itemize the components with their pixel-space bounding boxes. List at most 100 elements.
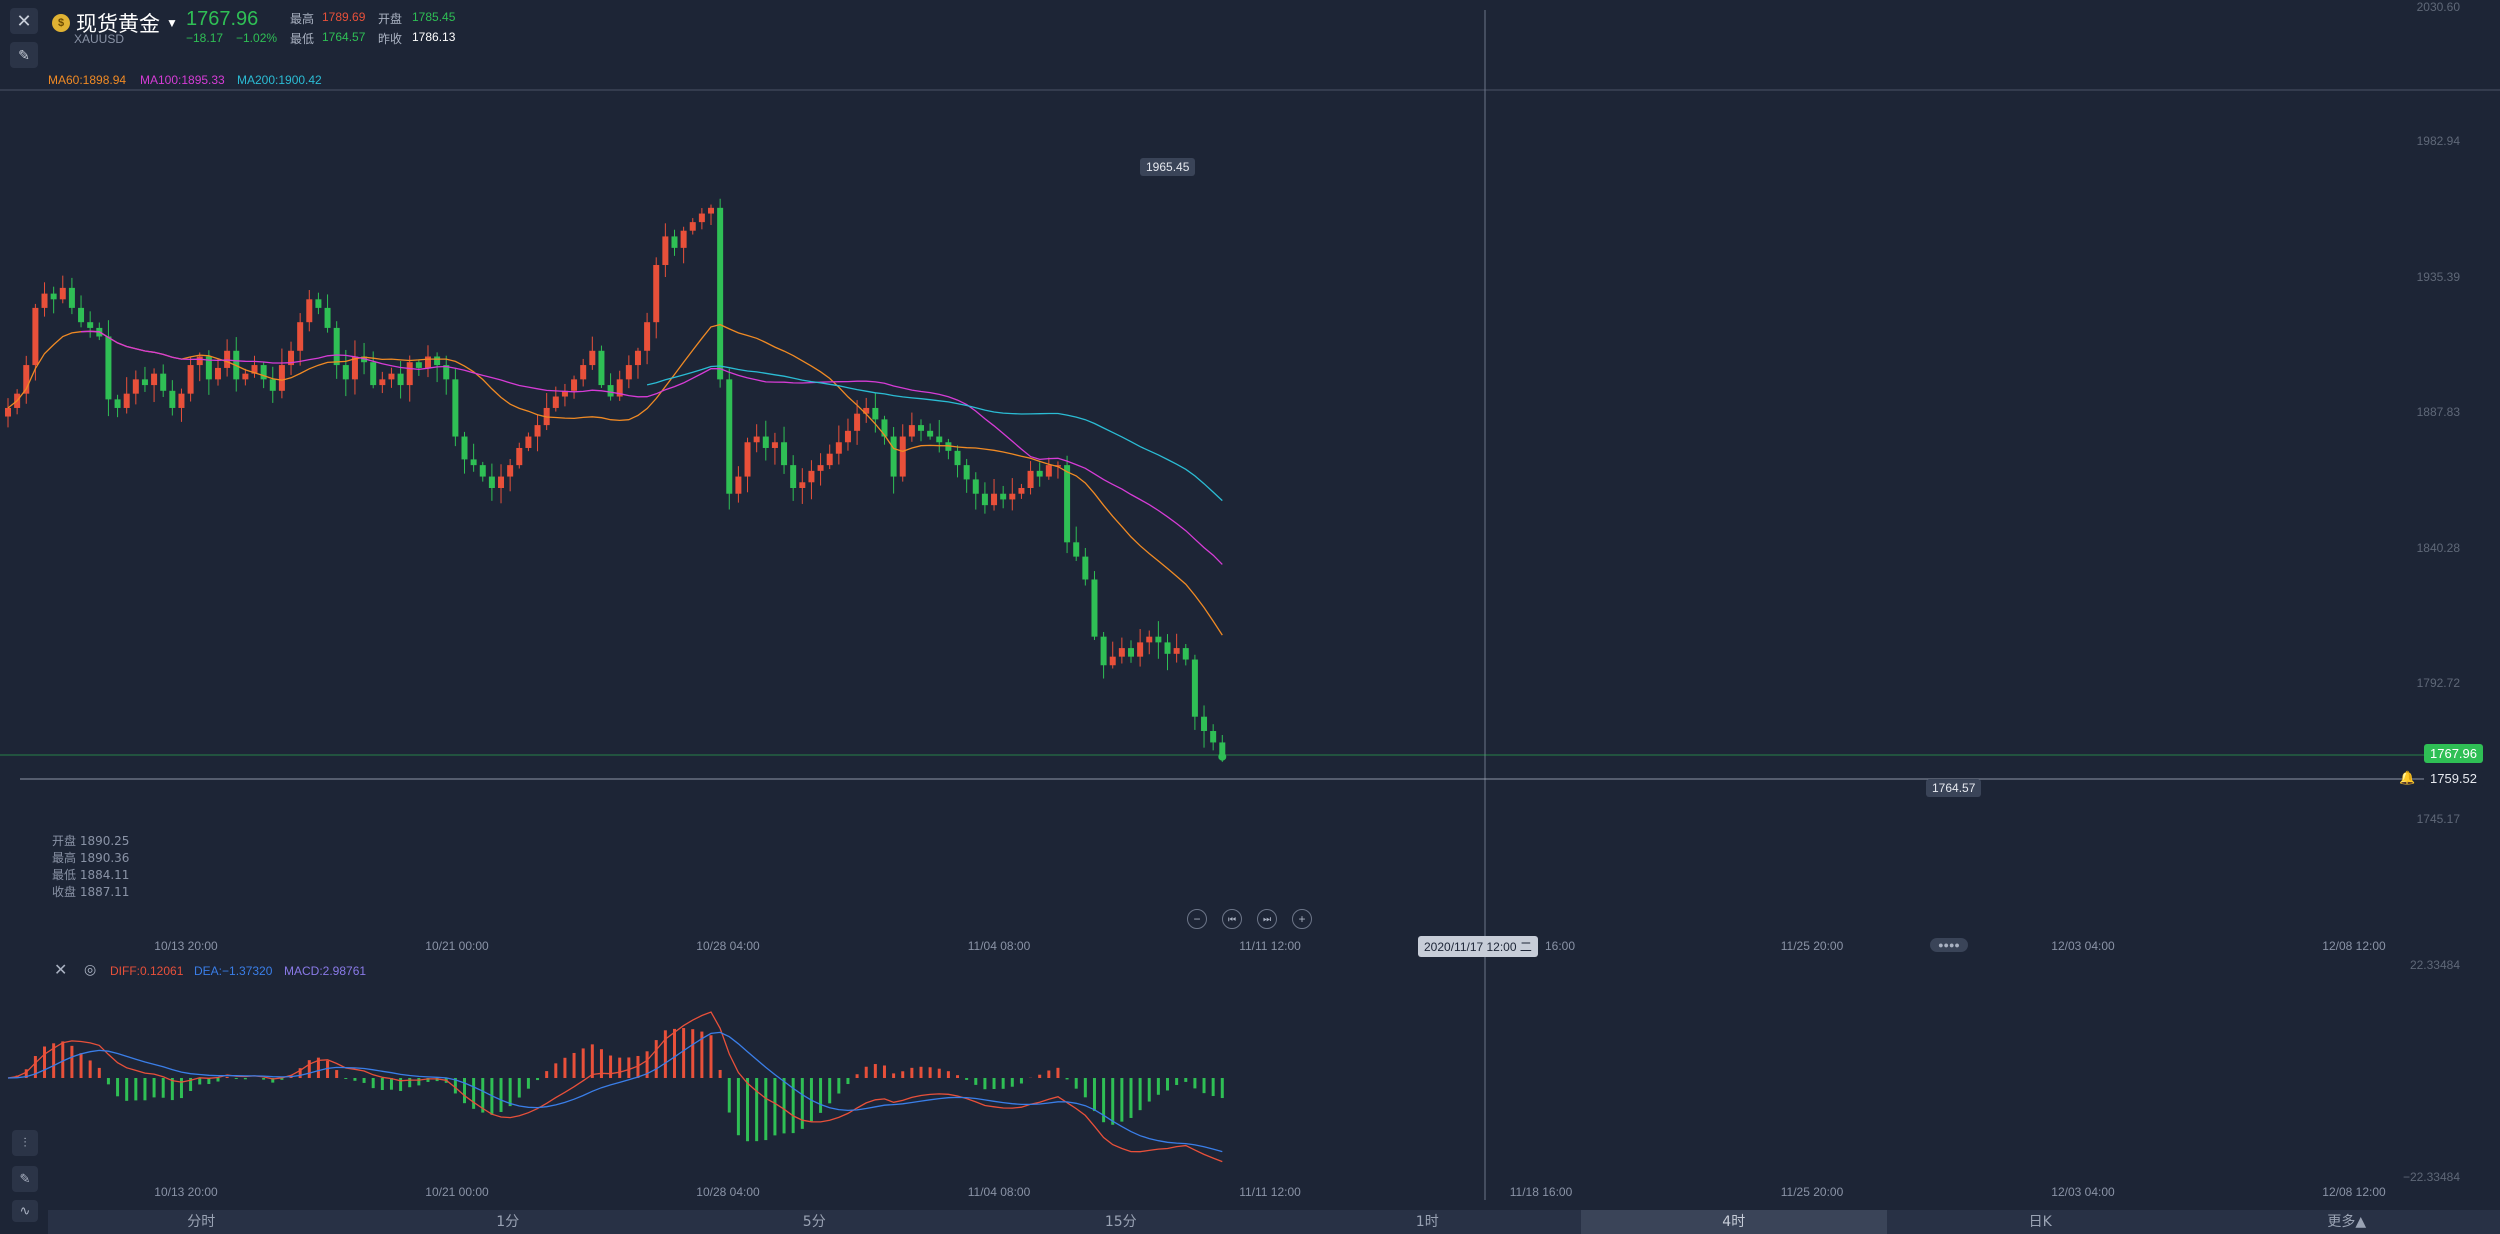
candle-body (936, 436, 943, 443)
candle-body (653, 265, 660, 323)
forward-button[interactable]: ⏭ (1257, 909, 1277, 929)
x-tick: 16:00 (1544, 939, 1576, 953)
candle-body (178, 393, 185, 408)
candle-body (214, 367, 221, 380)
y-tick: 1840.28 (2416, 541, 2460, 555)
ohlc-close: 收盘 1887.11 (52, 885, 130, 899)
macd-x-tick: 11/11 12:00 (1239, 1185, 1301, 1199)
price-change-pct: −1.02% (236, 31, 278, 45)
candle-body (242, 373, 249, 380)
macd-x-tick: 12/03 04:00 (2051, 1185, 2115, 1199)
candle-body (132, 379, 139, 394)
close-macd-icon[interactable]: ✕ (54, 962, 68, 979)
settings-icon[interactable]: ◎ (84, 961, 97, 977)
ma60-legend: MA60:1898.94 (48, 73, 127, 87)
x-tick: 11/04 08:00 (967, 939, 1031, 953)
symbol-name: 现货黄金 (76, 12, 160, 36)
candle-body (1054, 465, 1061, 467)
candle-body (78, 307, 85, 323)
candle-body (1082, 556, 1089, 580)
candle-body (680, 230, 687, 248)
candle-body (269, 379, 276, 391)
scroll-handle[interactable]: ●●●● (1930, 938, 1968, 952)
x-tick: 12/08 12:00 (2322, 939, 2386, 953)
x-tick: 12/03 04:00 (2051, 939, 2115, 953)
close-icon[interactable]: ✕ (10, 8, 38, 34)
candle-body (771, 442, 778, 448)
tab-more[interactable]: 更多▲ (2327, 1214, 2367, 1230)
candle-body (790, 465, 797, 489)
candle-body (260, 365, 267, 380)
candle-body (1027, 470, 1034, 489)
prev-close-label: 昨收 (378, 32, 403, 46)
tab-1min[interactable]: 1分 (496, 1214, 520, 1230)
zoom-out-button[interactable]: − (1187, 909, 1207, 929)
candle-body (890, 436, 897, 477)
candle-body (516, 447, 523, 466)
indicator-icon[interactable]: ⫶ (12, 1130, 38, 1156)
low-value: 1764.57 (322, 30, 366, 44)
current-price: 1767.96 (186, 8, 259, 30)
macd-y-bottom: −22.33484 (2402, 1170, 2460, 1184)
candle-body (844, 430, 851, 443)
candle-body (488, 476, 495, 489)
symbol-selector[interactable]: $ 现货黄金 ▼ (52, 8, 178, 38)
candle-body (1073, 542, 1080, 557)
candle-body (918, 425, 924, 431)
candle-body (1146, 636, 1153, 643)
tab-intraday[interactable]: 分时 (187, 1214, 216, 1230)
candle-body (315, 299, 322, 308)
candle-body (470, 459, 477, 466)
candle-body (23, 365, 30, 394)
candle-body (461, 436, 468, 460)
candle-body (1155, 636, 1162, 643)
bell-icon[interactable]: 🔔 (2399, 770, 2416, 785)
wave-icon[interactable]: ∿ (12, 1200, 38, 1222)
candle-body (753, 436, 760, 443)
crosshair-time-tag: 2020/11/17 12:00 二 (1418, 936, 1538, 957)
candle-body (141, 379, 148, 386)
tab-1hour[interactable]: 1时 (1415, 1214, 1439, 1230)
symbol-code: XAUUSD (74, 32, 125, 46)
pen-icon[interactable]: ✎ (12, 1166, 38, 1192)
candle-body (963, 465, 970, 480)
rewind-button[interactable]: ⏮ (1222, 909, 1242, 929)
candle-body (525, 436, 532, 448)
zoom-in-button[interactable]: + (1292, 909, 1312, 929)
alert-line-tag[interactable]: 1759.52 (2424, 769, 2483, 788)
candle-body (671, 236, 678, 248)
y-tick: 1887.83 (2416, 405, 2460, 419)
candle-body (151, 373, 158, 386)
candle-body (32, 307, 39, 366)
tab-4hour[interactable]: 4时 (1580, 1210, 1887, 1234)
candle-body (1201, 716, 1208, 732)
candle-body (1064, 465, 1071, 543)
candle-body (443, 365, 450, 380)
high-marker: 1965.45 (1140, 158, 1196, 176)
macd-dea-legend: DEA:−1.37320 (194, 964, 273, 978)
ohlc-high: 最高 1890.36 (52, 851, 130, 865)
candle-body (927, 430, 934, 437)
candle-body (1182, 648, 1189, 660)
candle-body (781, 442, 788, 466)
ma60-line (7, 323, 1223, 636)
ohlc-low: 最低 1884.11 (52, 868, 130, 882)
tab-5min[interactable]: 5分 (802, 1214, 826, 1230)
candle-body (808, 470, 815, 483)
candle-body (205, 356, 212, 380)
y-tick: 1935.39 (2416, 270, 2460, 284)
candle-body (1100, 636, 1107, 666)
timeframe-bar: 分时 1分 5分 15分 1时 4时 日K 更多▲ (48, 1210, 2500, 1234)
ruler-icon[interactable]: ✎ (10, 42, 38, 68)
candle-body (415, 362, 422, 368)
tab-15min[interactable]: 15分 (1104, 1214, 1137, 1230)
candle-body (424, 356, 431, 368)
y-tick: 1792.72 (2416, 676, 2460, 690)
candle-body (1164, 642, 1171, 654)
tab-daily[interactable]: 日K (2028, 1214, 2052, 1230)
candle-body (498, 476, 505, 489)
candle-body (607, 385, 614, 397)
candle-body (1127, 648, 1134, 657)
candle-body (817, 465, 824, 471)
